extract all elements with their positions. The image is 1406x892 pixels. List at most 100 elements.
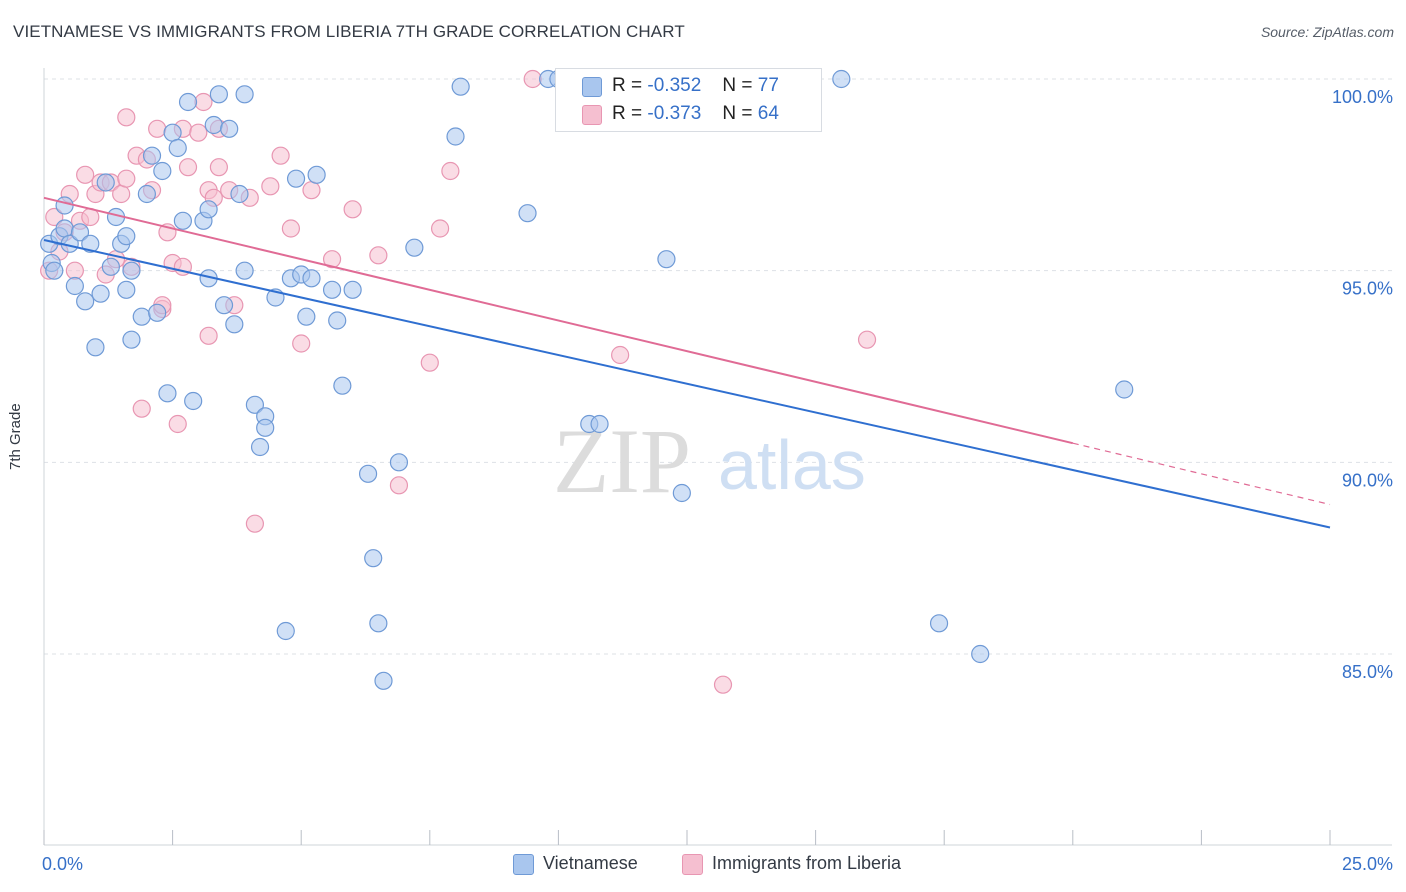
- vietnamese-point: [132, 307, 151, 326]
- vietnamese-point: [86, 338, 105, 357]
- vietnamese-point: [929, 614, 949, 633]
- vietnamese-point: [518, 204, 537, 223]
- vietnamese-point: [297, 307, 316, 326]
- vietnamese-point: [178, 92, 198, 112]
- vietnamese-point: [343, 280, 362, 299]
- r-value: -0.373: [647, 103, 702, 124]
- vietnamese-point: [1115, 380, 1134, 399]
- vietnamese-point: [117, 227, 136, 246]
- source-credit: Source: ZipAtlas.com: [1260, 24, 1394, 40]
- liberia-point: [117, 108, 136, 127]
- vietnamese-point: [70, 223, 90, 242]
- vietnamese-point: [148, 303, 167, 322]
- liberia-point: [322, 250, 342, 269]
- liberia-point: [302, 181, 321, 200]
- liberia-point: [441, 161, 460, 181]
- vietnamese-point: [96, 173, 115, 192]
- r-label: R =: [612, 103, 643, 124]
- vietnamese-point: [137, 184, 156, 204]
- vietnamese-point: [173, 211, 192, 230]
- vietnamese-point: [204, 115, 223, 135]
- vietnamese-point: [199, 200, 218, 219]
- liberia-point: [713, 675, 733, 694]
- n-value: 64: [757, 103, 779, 124]
- blue-swatch: [582, 77, 602, 97]
- liberia-point: [132, 399, 151, 418]
- liberia-point: [189, 123, 208, 142]
- vietnamese-point: [101, 257, 120, 276]
- y-tick-label: 90.0%: [1342, 470, 1393, 490]
- vietnamese-point: [122, 261, 141, 280]
- vietnamese-point: [230, 184, 249, 204]
- vietnamese-point: [214, 296, 234, 315]
- vietnamese-point: [45, 261, 64, 280]
- vietnamese-point: [832, 69, 851, 89]
- liberia-point: [292, 334, 311, 353]
- vietnamese-point: [657, 250, 676, 269]
- legend-label-vietnamese: Vietnamese: [543, 853, 638, 873]
- liberia-point: [168, 414, 187, 434]
- vietnamese-point: [286, 169, 306, 188]
- tick-labels: 85.0% 90.0% 95.0% 100.0% 0.0% 25.0%: [42, 87, 1393, 874]
- watermark-zip: ZIP: [553, 410, 691, 512]
- stats-legend: R = -0.352 N = 77 R = -0.373 N = 64: [555, 68, 822, 132]
- vietnamese-point: [256, 418, 275, 437]
- vietnamese-point: [971, 644, 990, 664]
- liberia-point: [76, 165, 95, 184]
- y-tick-label: 100.0%: [1332, 87, 1393, 107]
- trend-lines: [43, 196, 1331, 529]
- vietnamese-point: [358, 464, 378, 483]
- liberia-point: [112, 184, 131, 204]
- vietnamese-point: [220, 119, 239, 138]
- liberia-point: [199, 326, 218, 345]
- vietnamese-point: [81, 234, 100, 253]
- gridlines: [44, 78, 1392, 655]
- liberia-point: [281, 219, 301, 238]
- vietnamese-point: [276, 621, 295, 641]
- r-label: R =: [612, 75, 643, 96]
- vietnamese-point: [307, 165, 326, 184]
- r-value: -0.352: [647, 75, 702, 96]
- liberia-point: [245, 514, 265, 533]
- axes: [43, 68, 1392, 846]
- vietnamese-point: [76, 292, 95, 311]
- vietnamese-point: [158, 384, 177, 403]
- blue-swatch: [513, 854, 534, 875]
- liberia-point: [178, 158, 198, 177]
- vietnamese-point: [245, 395, 265, 414]
- n-value: 77: [757, 75, 779, 96]
- vietnamese-point: [389, 453, 409, 472]
- vietnamese-trend-line: [43, 239, 1331, 529]
- vietnamese-point: [590, 414, 609, 434]
- liberia-point: [369, 246, 388, 265]
- pink-swatch: [682, 854, 703, 875]
- vietnamese-point: [55, 219, 74, 238]
- x-tick-label: 0.0%: [42, 854, 83, 874]
- vietnamese-point: [250, 437, 270, 457]
- vietnamese-point: [235, 85, 254, 104]
- legend-label-liberia: Immigrants from Liberia: [712, 853, 902, 873]
- vietnamese-point: [369, 614, 388, 633]
- liberia-point: [857, 330, 877, 349]
- n-label: N =: [722, 75, 753, 96]
- liberia-point: [194, 92, 213, 112]
- vietnamese-point: [374, 671, 393, 690]
- vietnamese-point: [225, 315, 244, 334]
- watermark-atlas: atlas: [718, 426, 866, 504]
- vietnamese-point: [55, 196, 74, 215]
- liberia-point: [389, 476, 409, 495]
- vietnamese-point: [364, 549, 383, 568]
- liberia-point: [117, 169, 136, 188]
- vietnamese-point: [322, 280, 342, 299]
- chart-title: VIETNAMESE VS IMMIGRANTS FROM LIBERIA 7T…: [13, 22, 685, 41]
- liberia-trend-line: [43, 196, 1074, 445]
- vietnamese-point: [153, 161, 172, 181]
- vietnamese-point: [333, 376, 352, 395]
- vietnamese-point: [451, 77, 470, 96]
- vietnamese-point: [405, 238, 424, 257]
- vietnamese-point: [122, 330, 141, 349]
- watermark: ZIP atlas: [553, 410, 866, 512]
- liberia-point: [65, 261, 84, 280]
- vietnamese-point: [209, 85, 228, 104]
